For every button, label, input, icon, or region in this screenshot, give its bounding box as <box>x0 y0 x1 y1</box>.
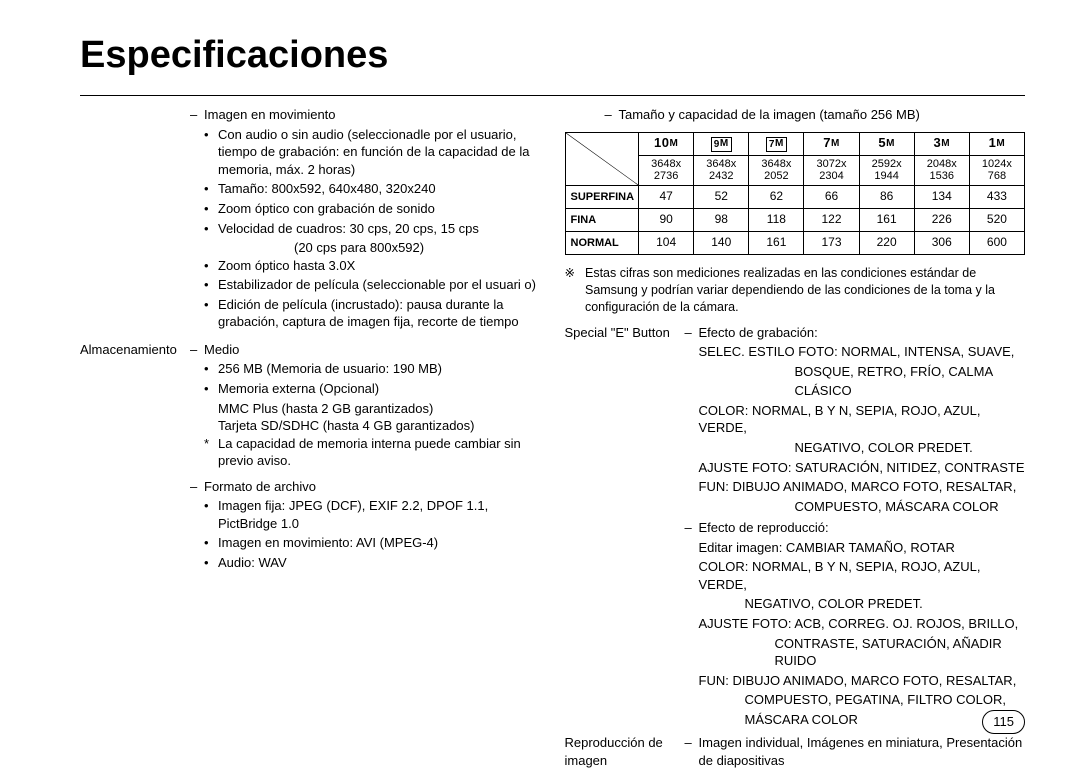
e-play-line: AJUSTE FOTO: ACB, CORREG. OJ. ROJOS, BRI… <box>685 615 1026 633</box>
bullet-item: •Zoom óptico hasta 3.0X <box>204 257 541 275</box>
table-res-cell: 3648x2052 <box>749 155 804 185</box>
e-rec-line: COLOR: NORMAL, B Y N, SEPIA, ROJO, AZUL,… <box>685 402 1026 437</box>
table-cell: 86 <box>859 186 914 209</box>
bullet-item: •Audio: WAV <box>204 554 541 572</box>
bullet-item: •Memoria externa (Opcional) <box>204 380 541 398</box>
storage-sub-a: MMC Plus (hasta 2 GB garantizados) <box>204 400 541 418</box>
storage-label: Almacenamiento <box>80 341 190 574</box>
e-play-line: COMPUESTO, PEGATINA, FILTRO COLOR, <box>685 691 1026 709</box>
table-cell: 140 <box>694 232 749 255</box>
table-cell: 306 <box>914 232 969 255</box>
table-cell: 122 <box>804 209 859 232</box>
storage-sub-b: Tarjeta SD/SDHC (hasta 4 GB garantizados… <box>204 417 541 435</box>
table-cell: 161 <box>859 209 914 232</box>
note-text: Estas cifras son mediciones realizadas e… <box>585 265 1025 316</box>
title-rule <box>80 95 1025 96</box>
bullet-item: •Con audio o sin audio (seleccionadle po… <box>204 126 541 179</box>
table-header: 7M <box>749 132 804 155</box>
table-res-cell: 3648x2432 <box>694 155 749 185</box>
table-header: 9M <box>694 132 749 155</box>
page-title: Especificaciones <box>80 30 1025 81</box>
table-res-cell: 2592x1944 <box>859 155 914 185</box>
table-header: 5M <box>859 132 914 155</box>
table-res-cell: 1024x768 <box>969 155 1024 185</box>
note-symbol: ※ <box>565 265 575 316</box>
e-play-header: Efecto de reproducció: <box>699 519 1026 537</box>
table-cell: 104 <box>639 232 694 255</box>
table-cell: 90 <box>639 209 694 232</box>
e-play-line: FUN: DIBUJO ANIMADO, MARCO FOTO, RESALTA… <box>685 672 1026 690</box>
bullet-item: •Tamaño: 800x592, 640x480, 320x240 <box>204 180 541 198</box>
storage-medio: Medio <box>204 341 541 359</box>
e-rec-line: CLÁSICO <box>685 382 1026 400</box>
e-rec-line: NEGATIVO, COLOR PREDET. <box>685 439 1026 457</box>
table-row-label: FINA <box>565 209 639 232</box>
e-button-label: Special "E" Button <box>565 324 685 730</box>
capacity-table: 10M9M7M7M5M3M1M 3648x27363648x24323648x2… <box>565 132 1026 255</box>
table-cell: 47 <box>639 186 694 209</box>
table-res-cell: 2048x1536 <box>914 155 969 185</box>
table-cell: 226 <box>914 209 969 232</box>
e-play-line: NEGATIVO, COLOR PREDET. <box>685 595 1026 613</box>
table-cell: 134 <box>914 186 969 209</box>
table-header: 10M <box>639 132 694 155</box>
table-cell: 433 <box>969 186 1024 209</box>
table-cell: 52 <box>694 186 749 209</box>
storage-format: Formato de archivo <box>204 478 541 496</box>
bullet-item: •Estabilizador de película (seleccionabl… <box>204 276 541 294</box>
bullet-item: •Imagen fija: JPEG (DCF), EXIF 2.2, DPOF… <box>204 497 541 532</box>
table-cell: 220 <box>859 232 914 255</box>
table-cell: 66 <box>804 186 859 209</box>
table-cell: 173 <box>804 232 859 255</box>
bullet-subnote: (20 cps para 800x592) <box>204 239 541 257</box>
left-column: –Imagen en movimiento •Con audio o sin a… <box>80 106 541 775</box>
table-header: 1M <box>969 132 1024 155</box>
capacity-title: Tamaño y capacidad de la imagen (tamaño … <box>619 106 1026 124</box>
table-cell: 98 <box>694 209 749 232</box>
table-row-label: SUPERFINA <box>565 186 639 209</box>
table-header: 3M <box>914 132 969 155</box>
bullet-item: •Velocidad de cuadros: 30 cps, 20 cps, 1… <box>204 220 541 238</box>
table-res-cell: 3072x2304 <box>804 155 859 185</box>
e-play-line: COLOR: NORMAL, B Y N, SEPIA, ROJO, AZUL,… <box>685 558 1026 593</box>
table-res-cell: 3648x2736 <box>639 155 694 185</box>
bullet-item: *La capacidad de memoria interna puede c… <box>204 435 541 470</box>
e-play-line: Editar imagen: CAMBIAR TAMAÑO, ROTAR <box>685 539 1026 557</box>
table-cell: 118 <box>749 209 804 232</box>
moving-image-header: Imagen en movimiento <box>204 106 541 124</box>
page-number: 115 <box>982 710 1025 734</box>
e-rec-line: SELEC. ESTILO FOTO: NORMAL, INTENSA, SUA… <box>685 343 1026 361</box>
table-cell: 520 <box>969 209 1024 232</box>
e-rec-header: Efecto de grabación: <box>699 324 1026 342</box>
table-row-label: NORMAL <box>565 232 639 255</box>
table-cell: 600 <box>969 232 1024 255</box>
bullet-item: •Imagen en movimiento: AVI (MPEG-4) <box>204 534 541 552</box>
table-cell: 161 <box>749 232 804 255</box>
e-rec-line: FUN: DIBUJO ANIMADO, MARCO FOTO, RESALTA… <box>685 478 1026 496</box>
bullet-item: •Zoom óptico con grabación de sonido <box>204 200 541 218</box>
table-cell: 62 <box>749 186 804 209</box>
right-column: –Tamaño y capacidad de la imagen (tamaño… <box>565 106 1026 775</box>
e-play-line: CONTRASTE, SATURACIÓN, AÑADIR RUIDO <box>685 635 1026 670</box>
table-header: 7M <box>804 132 859 155</box>
e-rec-line: AJUSTE FOTO: SATURACIÓN, NITIDEZ, CONTRA… <box>685 459 1026 477</box>
e-rec-line: COMPUESTO, MÁSCARA COLOR <box>685 498 1026 516</box>
e-play-line: MÁSCARA COLOR <box>685 711 1026 729</box>
playback-body: Imagen individual, Imágenes en miniatura… <box>699 734 1026 769</box>
e-rec-line: BOSQUE, RETRO, FRÍO, CALMA <box>685 363 1026 381</box>
bullet-item: •256 MB (Memoria de usuario: 190 MB) <box>204 360 541 378</box>
bullet-item: •Edición de película (incrustado): pausa… <box>204 296 541 331</box>
playback-label: Reproducción de imagen <box>565 734 685 771</box>
